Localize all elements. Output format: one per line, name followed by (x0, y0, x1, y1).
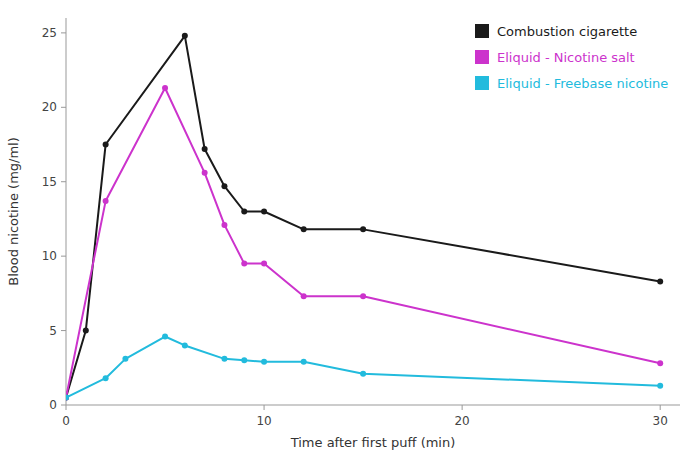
x-tick-label: 10 (256, 414, 271, 428)
series-line (66, 88, 660, 398)
legend-label: Combustion cigarette (497, 24, 637, 39)
series-point (103, 375, 109, 381)
series-point (241, 357, 247, 363)
series-point (182, 33, 188, 39)
y-tick-label: 5 (49, 324, 57, 338)
series-point (241, 209, 247, 215)
y-tick (61, 256, 66, 257)
y-tick (61, 32, 66, 33)
series-point (162, 334, 168, 340)
series-point (202, 170, 208, 176)
series-point (657, 360, 663, 366)
legend-swatch (475, 24, 489, 38)
x-axis-line (66, 405, 680, 406)
x-tick (264, 405, 265, 410)
series-point (241, 261, 247, 267)
y-tick (61, 107, 66, 108)
series-point (261, 261, 267, 267)
y-tick-label: 15 (42, 175, 57, 189)
series-point (162, 85, 168, 91)
series-point (360, 226, 366, 232)
y-axis-line (66, 18, 67, 405)
series-point (657, 383, 663, 389)
series-point (360, 371, 366, 377)
x-tick (660, 405, 661, 410)
x-axis-label: Time after first puff (min) (290, 435, 456, 450)
series-line (66, 337, 660, 398)
y-tick-label: 0 (49, 398, 57, 412)
series-point (301, 226, 307, 232)
series-point (360, 293, 366, 299)
series-point (103, 142, 109, 148)
legend: Combustion cigarette Eliquid - Nicotine s… (475, 24, 668, 91)
y-axis-label: Blood nicotine (mg/ml) (6, 137, 21, 286)
y-tick-label: 20 (42, 100, 57, 114)
series-point (103, 198, 109, 204)
series-point (182, 342, 188, 348)
chart: 0 10 20 30 0 5 10 15 20 25 Time after first puff (… (0, 0, 700, 459)
x-tick (462, 405, 463, 410)
series-point (83, 328, 89, 334)
series-point (221, 356, 227, 362)
series-point (221, 222, 227, 228)
y-tick-label: 25 (42, 26, 57, 40)
x-tick-label: 20 (454, 414, 469, 428)
legend-swatch (475, 50, 489, 64)
series-point (202, 146, 208, 152)
series-point (122, 356, 128, 362)
x-tick (66, 405, 67, 410)
y-tick (61, 181, 66, 182)
legend-swatch (475, 76, 489, 90)
x-tick-label: 30 (653, 414, 668, 428)
y-tick (61, 405, 66, 406)
legend-label: Eliquid - Nicotine salt (497, 50, 635, 65)
series-point (657, 278, 663, 284)
y-tick-label: 10 (42, 249, 57, 263)
series-point (301, 293, 307, 299)
x-tick-label: 0 (62, 414, 70, 428)
series-point (301, 359, 307, 365)
y-tick (61, 330, 66, 331)
series-point (261, 359, 267, 365)
series-point (221, 183, 227, 189)
series-point (66, 395, 69, 401)
legend-label: Eliquid - Freebase nicotine (497, 76, 668, 91)
series-point (261, 209, 267, 215)
